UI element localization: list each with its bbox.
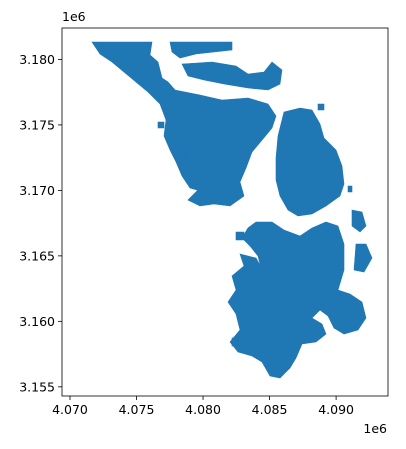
x-tick-label: 4.080	[185, 402, 221, 417]
x-offset-label: 1e6	[363, 421, 387, 436]
y-tick-label: 3.170	[19, 183, 55, 198]
y-axis: 3.155 3.160 3.165 3.170 3.175 3.180	[19, 52, 62, 394]
land-east-fragments	[351, 209, 373, 273]
y-offset-label: 1e6	[62, 9, 86, 24]
map-area	[91, 41, 373, 379]
land-south-lobe	[227, 253, 327, 379]
land-north-east-lobe	[275, 107, 345, 217]
y-tick-label: 3.180	[19, 52, 55, 67]
x-tick-label: 4.070	[52, 402, 88, 417]
land-small-islands	[157, 103, 353, 347]
y-tick-label: 3.155	[19, 379, 55, 394]
land-top-strips	[169, 41, 283, 91]
x-tick-label: 4.090	[318, 402, 354, 417]
axes-frame	[61, 27, 389, 397]
x-tick-label: 4.075	[119, 402, 155, 417]
x-axis: 4.070 4.075 4.080 4.085 4.090	[52, 396, 354, 417]
y-tick-label: 3.175	[19, 117, 55, 132]
y-tick-label: 3.160	[19, 314, 55, 329]
land-north-west-lobe	[91, 41, 277, 207]
x-tick-label: 4.085	[252, 402, 288, 417]
y-tick-label: 3.165	[19, 248, 55, 263]
land-south-west-spit	[187, 187, 223, 207]
